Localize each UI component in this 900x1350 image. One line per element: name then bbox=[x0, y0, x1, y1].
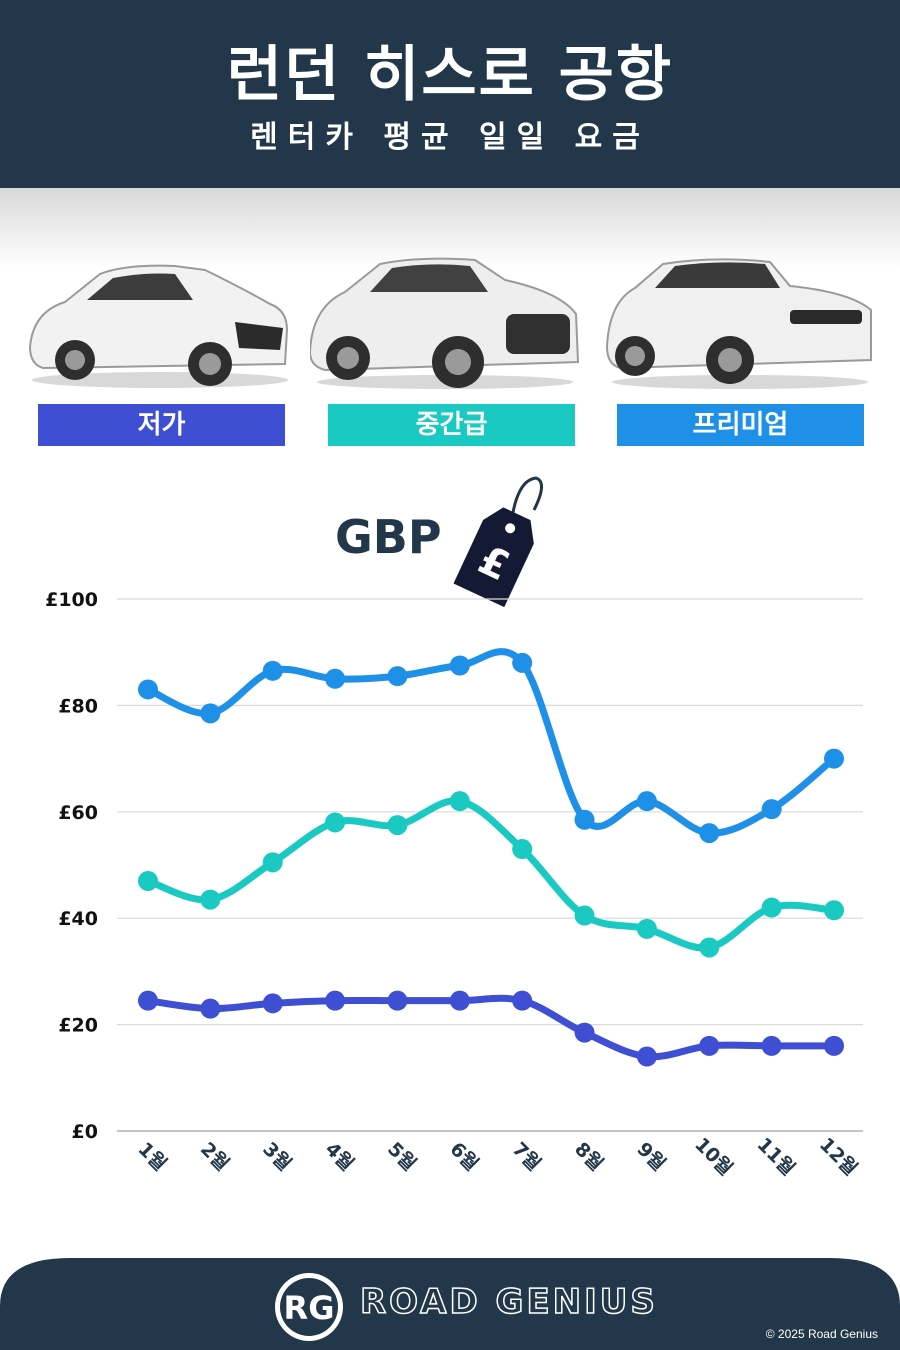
data-point bbox=[138, 679, 158, 700]
data-point bbox=[761, 1035, 782, 1056]
data-point bbox=[512, 990, 533, 1011]
data-point bbox=[824, 1035, 844, 1056]
x-tick-label: 12월 bbox=[815, 1133, 862, 1180]
category-badge-premium: 프리미엄 bbox=[617, 404, 864, 446]
logo-text: RG bbox=[284, 1289, 335, 1327]
data-point bbox=[636, 1046, 657, 1067]
data-point bbox=[449, 655, 470, 676]
data-point bbox=[138, 990, 158, 1011]
series-line bbox=[144, 994, 838, 1061]
category-badge-economy: 저가 bbox=[38, 404, 285, 446]
data-point bbox=[325, 812, 346, 833]
x-tick-label: 3월 bbox=[258, 1138, 295, 1175]
page-subtitle: 렌터카 평균 일일 요금 bbox=[250, 120, 650, 155]
data-point bbox=[636, 918, 657, 939]
midsize-car-image bbox=[310, 257, 580, 389]
x-tick-label: 10월 bbox=[690, 1133, 737, 1180]
y-tick-label: £100 bbox=[45, 589, 98, 611]
y-axis-ticks: £0 £20 £40 £60 £80 £100 bbox=[45, 589, 98, 1143]
y-tick-label: £60 bbox=[58, 802, 98, 824]
chart-grid bbox=[117, 598, 863, 1132]
data-point bbox=[325, 668, 346, 689]
x-tick-label: 6월 bbox=[445, 1138, 482, 1175]
data-point bbox=[574, 809, 595, 830]
page-title: 런던 히스로 공항 bbox=[226, 40, 674, 110]
x-tick-label: 1월 bbox=[134, 1138, 171, 1175]
x-tick-label: 4월 bbox=[321, 1138, 358, 1175]
data-point bbox=[138, 870, 158, 891]
series-lines bbox=[138, 648, 844, 1067]
currency-label: GBP bbox=[335, 510, 442, 564]
data-point bbox=[262, 993, 283, 1014]
brand-name: ROAD GENIUS bbox=[359, 1281, 658, 1323]
data-point bbox=[699, 823, 720, 844]
x-tick-label: 2월 bbox=[196, 1138, 233, 1175]
line-chart: £0 £20 £40 £60 £80 £100 1월 2월 3월 4월 5월 6월 7월 8월 9월 10월… bbox=[45, 589, 863, 1180]
data-point bbox=[200, 889, 221, 910]
data-point bbox=[449, 990, 470, 1011]
economy-car-image bbox=[28, 264, 289, 388]
y-tick-label: £20 bbox=[58, 1015, 98, 1037]
y-tick-label: £80 bbox=[58, 695, 98, 717]
data-point bbox=[200, 703, 221, 724]
data-point bbox=[200, 998, 221, 1019]
premium-car-image bbox=[605, 258, 872, 389]
data-point bbox=[574, 905, 595, 926]
data-point bbox=[387, 815, 408, 836]
data-point bbox=[574, 1022, 595, 1043]
data-point bbox=[449, 791, 470, 812]
header: 런던 히스로 공항 렌터카 평균 일일 요금 bbox=[0, 0, 900, 188]
footer bbox=[0, 1258, 900, 1350]
series-line bbox=[144, 648, 838, 837]
x-tick-label: 5월 bbox=[383, 1138, 420, 1175]
y-tick-label: £40 bbox=[58, 908, 98, 930]
data-point bbox=[761, 897, 782, 918]
header-shadow bbox=[0, 188, 900, 268]
data-point bbox=[699, 1035, 720, 1056]
data-point bbox=[636, 791, 657, 812]
data-point bbox=[824, 900, 844, 921]
x-tick-label: 9월 bbox=[633, 1138, 670, 1175]
x-tick-label: 7월 bbox=[508, 1138, 545, 1175]
x-tick-label: 8월 bbox=[570, 1138, 607, 1175]
x-tick-label: 11월 bbox=[753, 1133, 800, 1180]
y-tick-label: £0 bbox=[72, 1121, 98, 1143]
copyright: © 2025 Road Genius bbox=[765, 1327, 878, 1341]
data-point bbox=[699, 937, 720, 958]
price-tag-icon: £ bbox=[453, 476, 543, 608]
series-line bbox=[144, 797, 838, 952]
data-point bbox=[262, 852, 283, 873]
x-axis-ticks: 1월 2월 3월 4월 5월 6월 7월 8월 9월 10월 11월 12월 bbox=[134, 1133, 862, 1180]
road-genius-logo: RG bbox=[275, 1273, 343, 1341]
data-point bbox=[325, 990, 346, 1011]
category-badge-midsize: 중간급 bbox=[328, 404, 575, 446]
data-point bbox=[262, 660, 283, 681]
data-point bbox=[512, 839, 533, 860]
data-point bbox=[761, 799, 782, 820]
data-point bbox=[512, 652, 533, 673]
data-point bbox=[387, 990, 408, 1011]
data-point bbox=[387, 666, 408, 687]
data-point bbox=[824, 748, 844, 769]
